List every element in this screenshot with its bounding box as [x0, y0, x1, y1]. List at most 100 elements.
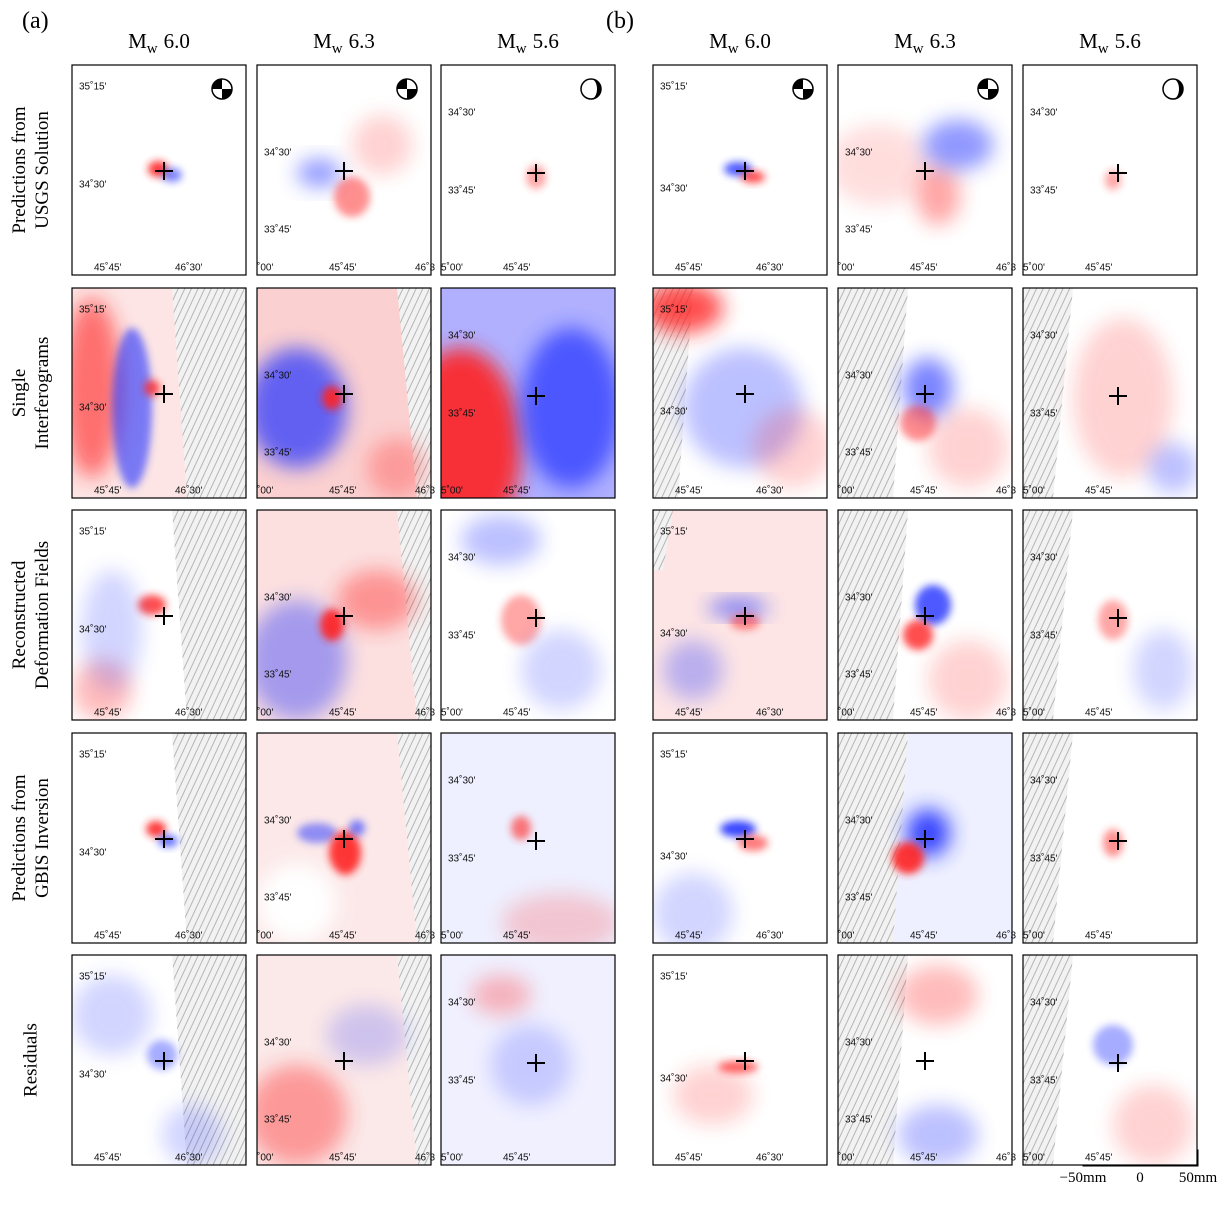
deformation-lobe — [257, 863, 337, 943]
map-panel: 34˚30' 33˚45' 5˚00' 45˚45' — [1022, 509, 1198, 721]
epicenter-cross — [916, 830, 934, 848]
hillshade — [172, 733, 246, 943]
x-tick-label: ˚00' — [838, 707, 854, 719]
x-tick-label: 46˚3 — [996, 707, 1016, 719]
focal-mechanism — [396, 78, 418, 100]
map-content — [838, 65, 1012, 275]
deformation-lobe — [892, 842, 924, 874]
focal-mechanism — [1162, 78, 1184, 100]
deformation-lobe — [653, 873, 733, 943]
map-frame — [440, 64, 616, 276]
map-content — [441, 955, 615, 1165]
x-tick-label: 5˚00' — [1023, 485, 1045, 497]
magnitude-symbol: M — [709, 29, 728, 53]
epicenter-cross — [736, 162, 754, 180]
deformation-lobe — [322, 386, 342, 410]
map-panel: 34˚30' 33˚45' 5˚00' 45˚45' — [440, 287, 616, 499]
map-panel: 35˚15' 34˚30' 45˚45' 46˚30' — [652, 64, 828, 276]
hillshade — [397, 288, 431, 498]
x-tick-label: 5˚00' — [441, 485, 463, 497]
deformation-lobe — [297, 159, 341, 187]
x-tick-label: 45˚45' — [329, 485, 357, 497]
map-content — [441, 288, 615, 498]
map-frame — [440, 732, 616, 944]
deformation-lobe — [1103, 829, 1123, 857]
y-tick-label: 35˚15' — [79, 749, 107, 761]
magnitude-value: 5.6 — [1115, 29, 1141, 53]
x-tick-label: 46˚3 — [996, 1152, 1016, 1164]
deformation-lobe — [320, 609, 344, 641]
x-tick-label: ˚00' — [838, 930, 854, 942]
hillshade — [653, 510, 673, 570]
x-tick-label: 5˚00' — [1023, 262, 1045, 274]
row-label: Reconstructed — [9, 560, 30, 669]
x-tick-label: 5˚00' — [1023, 930, 1045, 942]
map-content — [441, 510, 615, 720]
x-tick-label: 45˚45' — [675, 262, 703, 274]
x-tick-label: 45˚45' — [1085, 485, 1113, 497]
y-tick-label: 34˚30' — [660, 1073, 688, 1085]
map-content — [1023, 733, 1197, 943]
map-panel: 34˚30' 33˚45' 5˚00' 45˚45' — [440, 64, 616, 276]
x-tick-label: ˚00' — [838, 485, 854, 497]
deformation-lobe — [352, 115, 412, 175]
y-tick-label: 35˚15' — [660, 971, 688, 983]
y-tick-label: 33˚45' — [845, 669, 873, 681]
x-tick-label: ˚00' — [257, 485, 273, 497]
deformation-lobe — [1133, 630, 1193, 710]
deformation-lobe — [257, 1065, 347, 1165]
epicenter-cross — [527, 1054, 545, 1072]
deformation-lobe — [461, 515, 541, 565]
x-tick-label: 46˚30' — [756, 1152, 784, 1164]
deformation-lobe — [112, 328, 152, 488]
column-header: Mw 5.6 — [497, 29, 559, 57]
x-tick-label: 45˚45' — [329, 930, 357, 942]
y-tick-label: 35˚15' — [660, 749, 688, 761]
hillshade — [172, 288, 246, 498]
x-tick-label: ˚00' — [257, 262, 273, 274]
colorbar-label: 0 — [1136, 1170, 1144, 1186]
epicenter-cross — [916, 607, 934, 625]
y-tick-label: 34˚30' — [264, 370, 292, 382]
magnitude-symbol: M — [894, 29, 913, 53]
deformation-lobe — [738, 835, 768, 851]
y-tick-label: 34˚30' — [448, 997, 476, 1009]
x-tick-label: 45˚45' — [503, 262, 531, 274]
y-tick-label: 34˚30' — [264, 1037, 292, 1049]
magnitude-subscript: w — [332, 41, 343, 57]
x-tick-label: 5˚00' — [1023, 707, 1045, 719]
x-tick-label: 46˚3 — [996, 262, 1016, 274]
epicenter-cross — [155, 162, 173, 180]
deformation-lobe — [898, 965, 978, 1025]
map-content — [72, 733, 246, 943]
deformation-lobe — [915, 585, 951, 625]
y-tick-label: 35˚15' — [660, 81, 688, 93]
y-tick-label: 33˚45' — [1030, 853, 1058, 865]
map-content — [72, 288, 246, 498]
epicenter-cross — [736, 830, 754, 848]
x-tick-label: 5˚00' — [441, 707, 463, 719]
map-panel: 35˚15' 34˚30' 45˚45' 46˚30' — [71, 509, 247, 721]
x-tick-label: 46˚30' — [756, 930, 784, 942]
magnitude-subscript: w — [913, 41, 924, 57]
map-frame — [837, 64, 1013, 276]
map-panel: 34˚30' 33˚45' 5˚00' 45˚45' — [440, 509, 616, 721]
y-tick-label: 34˚30' — [79, 847, 107, 859]
deformation-lobe — [1073, 318, 1173, 478]
y-tick-label: 33˚45' — [264, 1114, 292, 1126]
deformation-lobe — [663, 640, 723, 700]
magnitude-symbol: M — [128, 29, 147, 53]
y-tick-label: 33˚45' — [448, 185, 476, 197]
map-panel: 34˚30' 33˚45' 5˚00' 45˚45' — [440, 954, 616, 1166]
deformation-lobe — [327, 1005, 407, 1065]
hillshade — [838, 288, 908, 498]
focal-mechanism — [792, 78, 814, 100]
epicenter-cross — [527, 387, 545, 405]
y-tick-label: 34˚30' — [264, 815, 292, 827]
magnitude-symbol: M — [1079, 29, 1098, 53]
deformation-lobe — [753, 408, 827, 488]
y-tick-label: 35˚15' — [79, 526, 107, 538]
deformation-lobe — [1098, 600, 1128, 640]
column-header: Mw 6.0 — [709, 29, 771, 57]
epicenter-cross — [155, 607, 173, 625]
